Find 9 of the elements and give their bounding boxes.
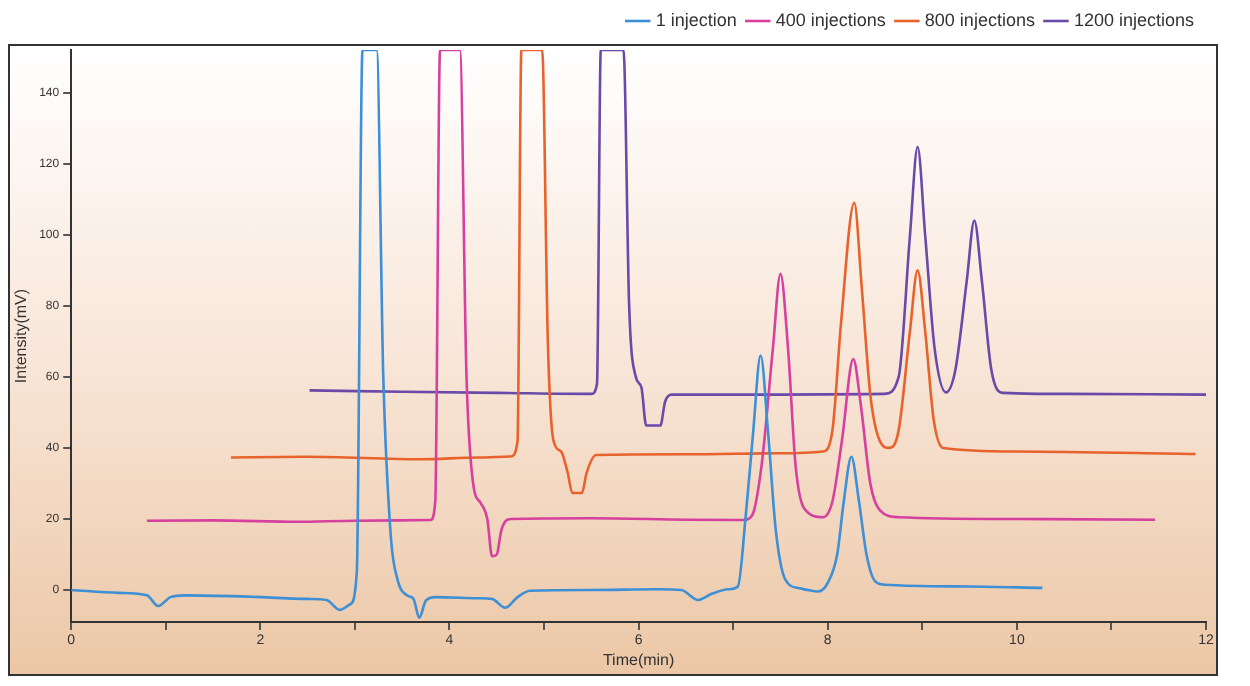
legend-label: 1 injection <box>655 9 737 30</box>
legend-label: 400 injections <box>775 9 887 30</box>
line-series <box>145 50 1157 558</box>
line-series <box>229 50 1197 495</box>
x-axis-title: Time(min) <box>602 650 675 669</box>
y-axis-title: Intensity(mV) <box>12 288 31 384</box>
line-series <box>308 50 1206 427</box>
legend-label: 800 injections <box>924 9 1036 30</box>
legend-label: 1200 injections <box>1073 9 1195 30</box>
